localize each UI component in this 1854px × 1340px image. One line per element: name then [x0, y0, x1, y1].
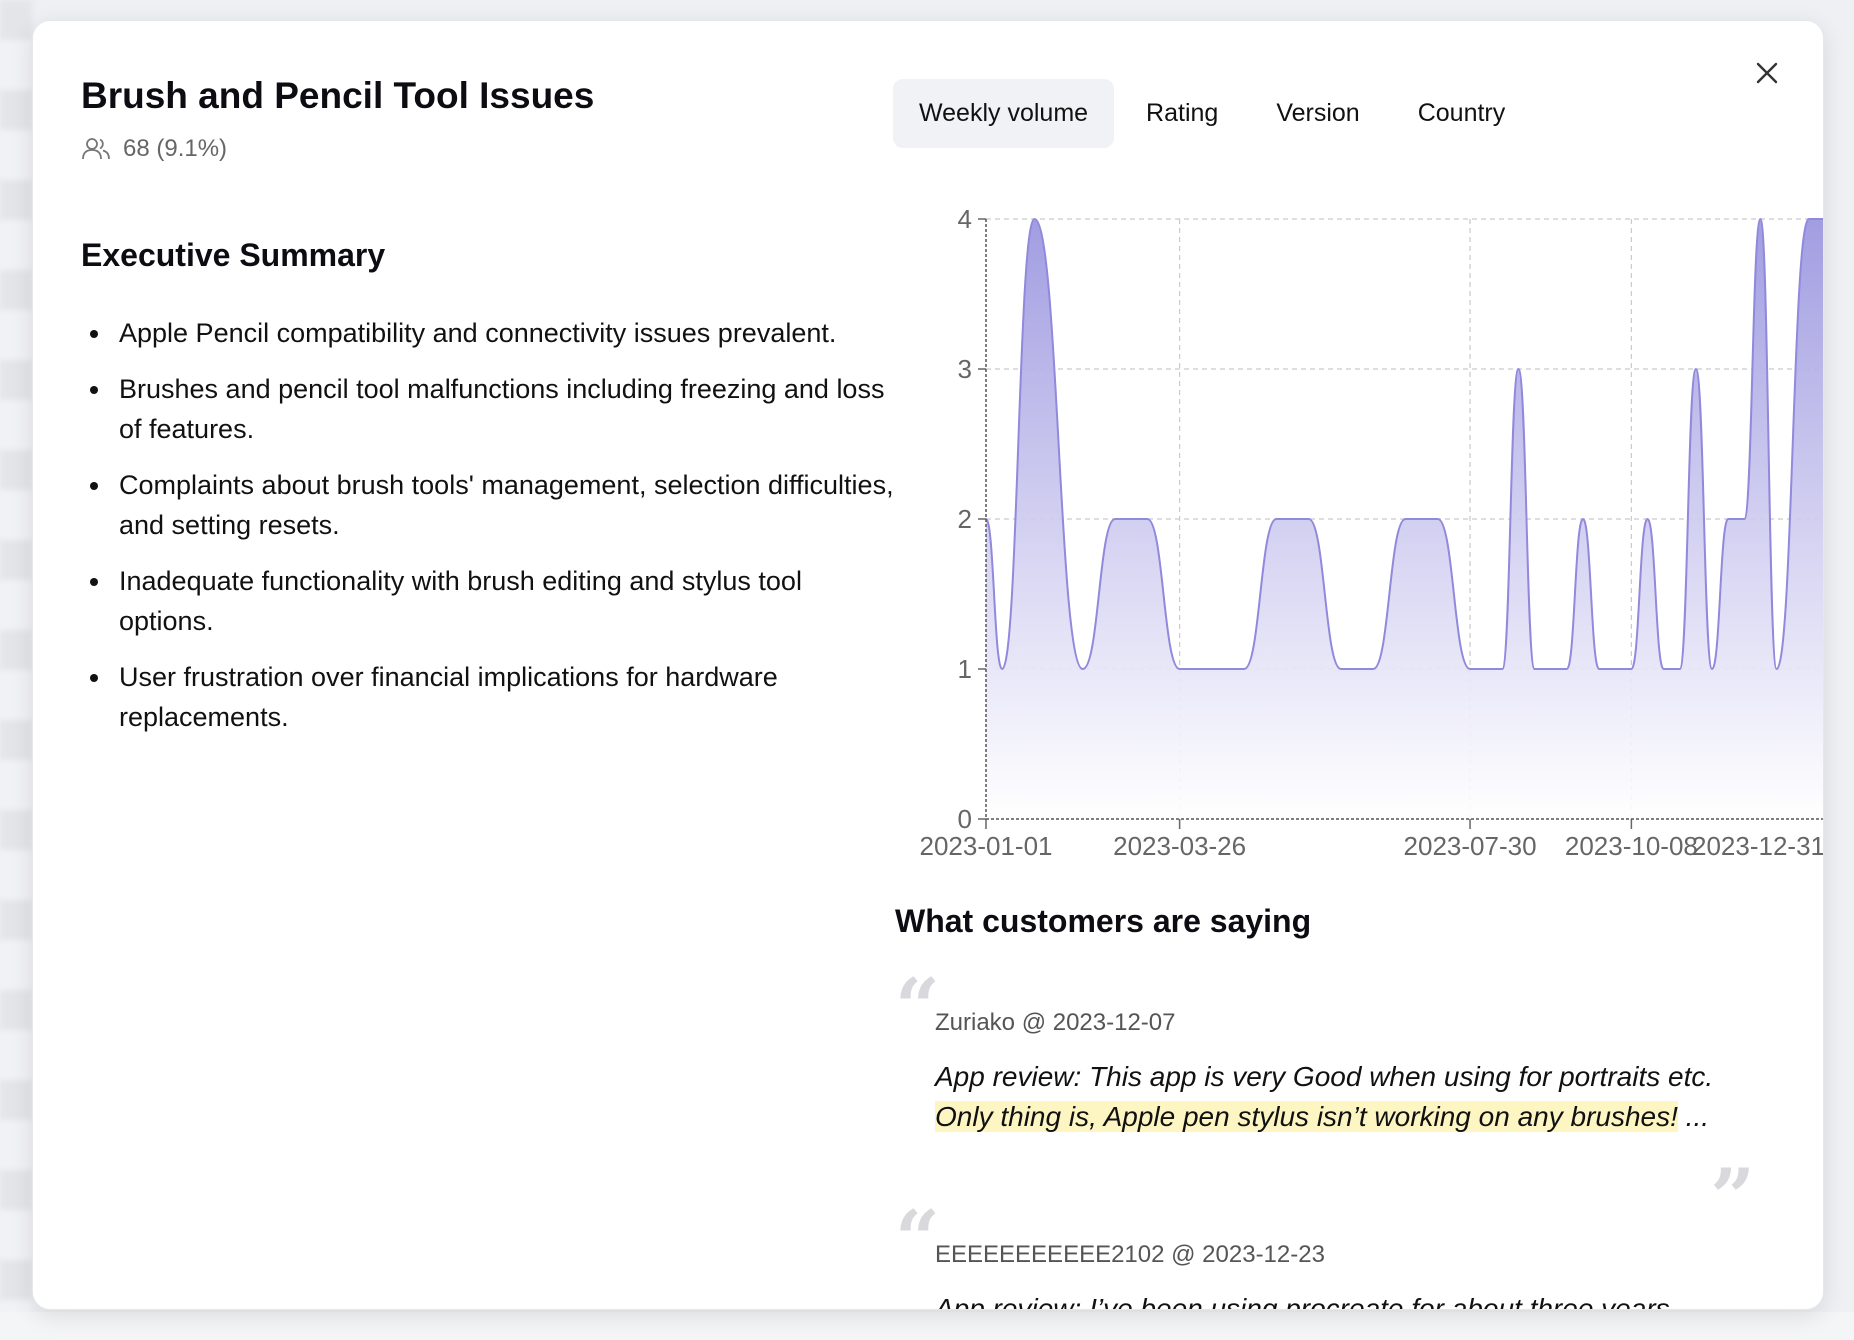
- customer-quote: “ EEEEEEEEEEE2102 @ 2023-12-23 App revie…: [895, 1201, 1755, 1310]
- x-tick-label: 2023-12-31: [1692, 831, 1824, 861]
- x-tick-label: 2023-07-30: [1404, 831, 1537, 861]
- quote-text-plain: App review: This app is very Good when u…: [935, 1061, 1714, 1092]
- summary-item: Apple Pencil compatibility and connectiv…: [113, 313, 903, 353]
- background-blur: [0, 0, 32, 1340]
- quote-meta: EEEEEEEEEEE2102 @ 2023-12-23: [935, 1241, 1325, 1268]
- close-button[interactable]: [1747, 53, 1787, 93]
- tab-rating[interactable]: Rating: [1146, 99, 1219, 127]
- close-quote-icon: ”: [1710, 1152, 1755, 1243]
- weekly-volume-chart: 0 1 2 3 4 2023-01-01 2023-03-26 2023-07-30 2023-…: [920, 204, 1824, 861]
- open-quote-icon: “: [895, 1194, 940, 1285]
- summary-item: User frustration over financial implicat…: [113, 657, 903, 737]
- customer-quote: “ Zuriako @ 2023-12-07 App review: This …: [895, 962, 1755, 1237]
- tab-version[interactable]: Version: [1276, 99, 1360, 127]
- summary-list: Apple Pencil compatibility and connectiv…: [81, 313, 903, 753]
- tab-country[interactable]: Country: [1417, 99, 1506, 127]
- x-tick-label: 2023-03-26: [1113, 831, 1246, 861]
- summary-item: Brushes and pencil tool malfunctions inc…: [113, 369, 903, 449]
- topic-detail-modal: Brush and Pencil Tool Issues 68 (9.1%) E…: [32, 20, 1824, 1310]
- close-icon: [1756, 62, 1778, 84]
- chart-tabs: Weekly volume Rating Version Country: [893, 79, 1531, 148]
- summary-heading: Executive Summary: [81, 237, 386, 273]
- chart-axes: 0 1 2 3 4 2023-01-01 2023-03-26 2023-07-30 2023-…: [920, 204, 1824, 861]
- y-tick-label: 0: [958, 804, 972, 834]
- y-tick-label: 4: [958, 204, 972, 234]
- quote-highlight: Only thing is, Apple pen stylus isn’t wo…: [935, 1101, 1678, 1132]
- summary-item: Complaints about brush tools' management…: [113, 465, 903, 545]
- summary-item: Inadequate functionality with brush edit…: [113, 561, 903, 641]
- quote-text: App review: I’ve been using procreate fo…: [935, 1289, 1715, 1310]
- topic-count: 68 (9.1%): [81, 135, 227, 163]
- x-tick-label: 2023-01-01: [920, 831, 1053, 861]
- quote-text-plain: App review: I’ve been using procreate fo…: [935, 1293, 1670, 1310]
- y-tick-label: 3: [958, 354, 972, 384]
- quote-text-tail: ...: [1677, 1101, 1710, 1132]
- quote-text: App review: This app is very Good when u…: [935, 1057, 1715, 1137]
- quotes-heading: What customers are saying: [895, 903, 1312, 939]
- y-tick-label: 2: [958, 504, 972, 534]
- topic-count-text: 68 (9.1%): [123, 135, 228, 162]
- open-quote-icon: “: [895, 962, 940, 1053]
- tab-weekly-volume[interactable]: Weekly volume: [893, 79, 1115, 148]
- users-icon: [82, 138, 110, 160]
- background-bottom: [0, 1312, 1854, 1340]
- x-tick-label: 2023-10-08: [1565, 831, 1698, 861]
- y-tick-label: 1: [958, 654, 972, 684]
- quote-meta: Zuriako @ 2023-12-07: [935, 1009, 1176, 1036]
- topic-title: Brush and Pencil Tool Issues: [81, 75, 595, 116]
- volume-line: [985, 217, 1823, 671]
